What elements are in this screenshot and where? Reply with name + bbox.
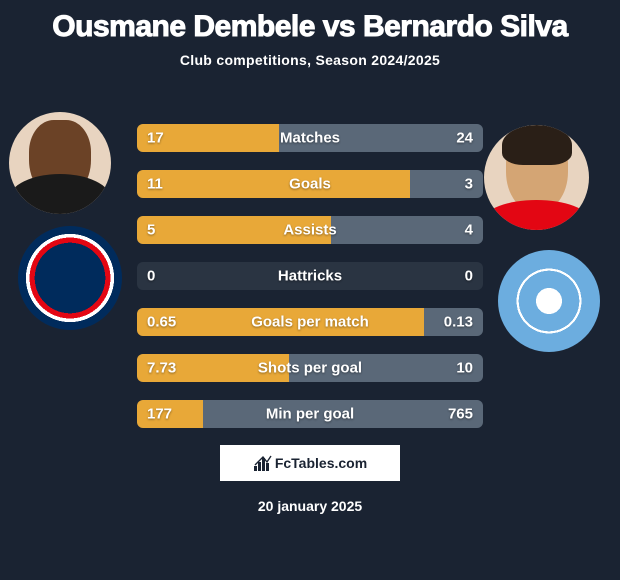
stat-bar-right-fill bbox=[331, 216, 483, 244]
subtitle: Club competitions, Season 2024/2025 bbox=[0, 52, 620, 68]
stat-row: 5 4 Assists bbox=[137, 216, 483, 244]
stat-row: 17 24 Matches bbox=[137, 124, 483, 152]
stat-value-right: 3 bbox=[465, 176, 473, 193]
player-left-avatar bbox=[9, 112, 111, 214]
stat-value-right: 24 bbox=[456, 130, 473, 147]
stat-value-left: 7.73 bbox=[147, 360, 176, 377]
stat-value-left: 177 bbox=[147, 406, 172, 423]
stat-value-right: 0.13 bbox=[444, 314, 473, 331]
stat-label: Shots per goal bbox=[258, 360, 362, 377]
stat-value-left: 17 bbox=[147, 130, 164, 147]
stat-label: Min per goal bbox=[266, 406, 354, 423]
stat-row: 177 765 Min per goal bbox=[137, 400, 483, 428]
date-label: 20 january 2025 bbox=[258, 498, 362, 514]
stat-value-right: 10 bbox=[456, 360, 473, 377]
stat-value-right: 0 bbox=[465, 268, 473, 285]
club-right-badge bbox=[498, 250, 600, 352]
player-right-avatar bbox=[484, 125, 589, 230]
stat-row: 7.73 10 Shots per goal bbox=[137, 354, 483, 382]
stat-value-left: 0 bbox=[147, 268, 155, 285]
stat-row: 0.65 0.13 Goals per match bbox=[137, 308, 483, 336]
stat-label: Matches bbox=[280, 130, 340, 147]
stat-label: Goals bbox=[289, 176, 331, 193]
stat-label: Goals per match bbox=[251, 314, 369, 331]
page-title: Ousmane Dembele vs Bernardo Silva bbox=[0, 0, 620, 44]
footer-brand-badge: FcTables.com bbox=[220, 445, 400, 481]
stats-bars: 1724Matches113Goals54Assists00Hattricks0… bbox=[137, 124, 483, 446]
club-left-badge bbox=[18, 226, 122, 330]
footer-brand-text: FcTables.com bbox=[275, 455, 367, 471]
stat-bar-left-fill bbox=[137, 170, 410, 198]
stat-value-right: 765 bbox=[448, 406, 473, 423]
stat-row: 0 0 Hattricks bbox=[137, 262, 483, 290]
stat-row: 11 3 Goals bbox=[137, 170, 483, 198]
chart-icon bbox=[253, 454, 273, 472]
stat-label: Assists bbox=[283, 222, 336, 239]
stat-value-right: 4 bbox=[465, 222, 473, 239]
stat-value-left: 11 bbox=[147, 176, 163, 193]
stat-value-left: 5 bbox=[147, 222, 155, 239]
stat-label: Hattricks bbox=[278, 268, 342, 285]
stat-value-left: 0.65 bbox=[147, 314, 176, 331]
